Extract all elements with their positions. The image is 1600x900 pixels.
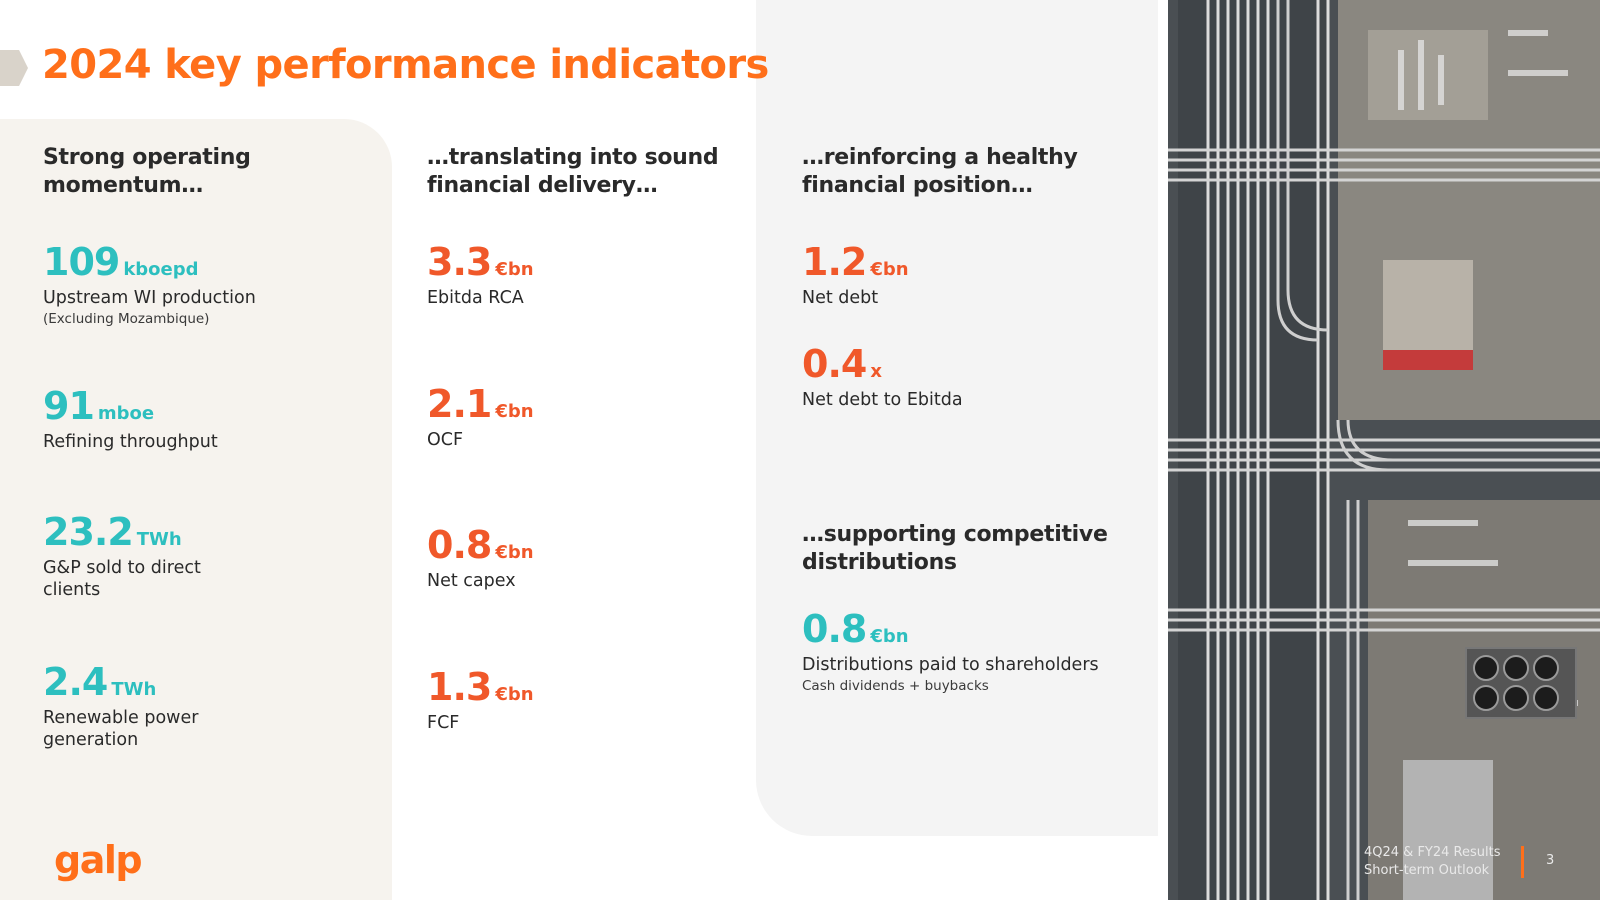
kpi-unit: €bn: [870, 259, 909, 280]
kpi-note: Cash dividends + buybacks: [802, 678, 989, 694]
kpi-label: G&P sold to direct clients: [43, 558, 201, 600]
kpi-label: Renewable power generation: [43, 708, 199, 750]
kpi-label: Ebitda RCA: [427, 288, 524, 308]
kpi-refining-throughput: 91 mboe Refining throughput: [43, 385, 218, 453]
kpi-note: (Excluding Mozambique): [43, 311, 210, 327]
operating-heading: Strong operating momentum…: [43, 145, 251, 198]
page-number: 3: [1546, 853, 1555, 868]
position-panel-background: [756, 0, 1158, 836]
kpi-gp-sold: 23.2 TWh G&P sold to direct clients: [43, 511, 243, 601]
kpi-value: 0.8: [427, 523, 492, 567]
galp-logo: galp: [54, 838, 143, 882]
kpi-distributions: 0.8 €bn Distributions paid to shareholder…: [802, 608, 1099, 695]
kpi-net-debt-to-ebitda: 0.4 x Net debt to Ebitda: [802, 343, 963, 411]
footer-line-2: Short-term Outlook: [1364, 863, 1490, 878]
kpi-value: 3.3: [427, 240, 492, 284]
position-heading: …reinforcing a healthy financial positio…: [802, 145, 1078, 198]
kpi-value: 2.4: [43, 660, 108, 704]
kpi-value: 1.2: [802, 240, 867, 284]
kpi-ebitda-rca: 3.3 €bn Ebitda RCA: [427, 241, 534, 309]
kpi-upstream-production: 109 kboepd Upstream WI production (Exclud…: [43, 241, 256, 328]
kpi-label: Net capex: [427, 571, 516, 591]
footer-divider: [1521, 846, 1524, 878]
kpi-label: OCF: [427, 430, 464, 450]
kpi-unit: x: [870, 361, 882, 382]
kpi-unit: €bn: [495, 259, 534, 280]
kpi-unit: kboepd: [123, 259, 199, 280]
kpi-unit: mboe: [97, 403, 155, 424]
kpi-value: 91: [43, 384, 95, 428]
kpi-unit: TWh: [136, 529, 182, 550]
kpi-net-capex: 0.8 €bn Net capex: [427, 524, 534, 592]
kpi-ocf: 2.1 €bn OCF: [427, 383, 534, 451]
financial-heading: …translating into sound financial delive…: [427, 145, 719, 198]
kpi-value: 2.1: [427, 382, 492, 426]
kpi-label: Net debt: [802, 288, 879, 308]
kpi-renewable-generation: 2.4 TWh Renewable power generation: [43, 661, 243, 751]
title-tab-marker: [0, 50, 28, 86]
kpi-value: 109: [43, 240, 120, 284]
kpi-unit: €bn: [495, 401, 534, 422]
kpi-label: Net debt to Ebitda: [802, 390, 963, 410]
refinery-aerial-image: [1168, 0, 1600, 900]
kpi-net-debt: 1.2 €bn Net debt: [802, 241, 909, 309]
refinery-illustration: [1168, 0, 1600, 900]
kpi-unit: €bn: [495, 684, 534, 705]
kpi-label: FCF: [427, 713, 460, 733]
kpi-value: 0.8: [802, 607, 867, 651]
kpi-value: 0.4: [802, 342, 867, 386]
page-title: 2024 key performance indicators: [42, 42, 769, 88]
kpi-fcf: 1.3 €bn FCF: [427, 666, 534, 734]
distributions-heading: …supporting competitive distributions: [802, 522, 1108, 575]
kpi-unit: TWh: [111, 679, 157, 700]
footer-report-name: 4Q24 & FY24 Results Short-term Outlook: [1364, 844, 1514, 880]
operating-panel-background: [0, 119, 392, 900]
kpi-label: Distributions paid to shareholders: [802, 655, 1099, 675]
kpi-label: Upstream WI production: [43, 288, 256, 308]
kpi-unit: €bn: [870, 626, 909, 647]
kpi-value: 1.3: [427, 665, 492, 709]
footer-line-1: 4Q24 & FY24 Results: [1364, 845, 1501, 860]
kpi-label: Refining throughput: [43, 432, 218, 452]
kpi-unit: €bn: [495, 542, 534, 563]
kpi-value: 23.2: [43, 510, 134, 554]
